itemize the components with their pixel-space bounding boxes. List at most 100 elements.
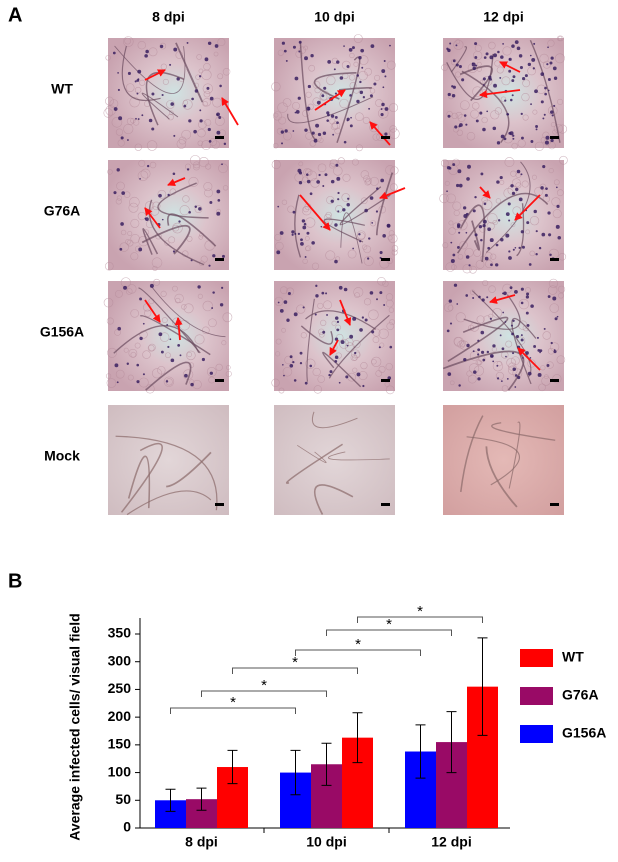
stain <box>330 114 335 118</box>
vein <box>126 490 212 516</box>
scale-bar <box>215 379 224 382</box>
stain <box>492 360 495 363</box>
stain <box>113 191 117 195</box>
x-tick-label: 10 dpi <box>306 834 346 850</box>
stain <box>281 41 285 45</box>
cell <box>374 74 381 81</box>
cell <box>339 98 349 109</box>
stain <box>553 76 558 80</box>
stain <box>543 113 546 116</box>
vein <box>529 39 561 143</box>
stain <box>311 241 315 245</box>
stain <box>508 250 511 253</box>
stain <box>511 79 515 83</box>
stain <box>389 44 391 47</box>
cell <box>529 250 536 257</box>
stain <box>160 350 164 354</box>
stain <box>333 68 336 71</box>
cell <box>472 50 483 61</box>
stain <box>120 222 124 226</box>
stain <box>279 231 284 235</box>
cell <box>378 108 389 119</box>
cell <box>105 55 111 61</box>
stain <box>447 372 452 376</box>
error-bar <box>415 724 426 779</box>
cell <box>389 319 396 325</box>
stain <box>335 163 339 167</box>
cell <box>148 343 156 352</box>
cell <box>203 182 213 192</box>
stain <box>456 225 461 229</box>
cell <box>278 387 285 394</box>
stain <box>173 134 176 137</box>
stain <box>337 198 340 201</box>
cell <box>130 118 136 124</box>
cell <box>124 37 131 45</box>
cell <box>128 202 139 213</box>
stain <box>364 318 368 322</box>
stain <box>158 332 163 337</box>
cell <box>213 51 219 57</box>
cell <box>196 54 202 60</box>
cell <box>274 233 282 241</box>
stain <box>508 69 512 73</box>
stain <box>346 344 349 347</box>
stain <box>482 224 486 228</box>
cell <box>446 193 456 204</box>
cell <box>378 328 389 339</box>
cell <box>360 170 370 179</box>
stain <box>522 357 524 359</box>
vein <box>306 298 315 382</box>
cell <box>495 198 501 204</box>
stain <box>320 225 323 228</box>
cell <box>475 359 482 366</box>
cell <box>107 169 113 175</box>
cell <box>125 83 135 92</box>
stain <box>489 78 492 81</box>
micrograph-image <box>274 160 395 270</box>
stain <box>214 44 219 48</box>
stain <box>493 83 497 88</box>
stain <box>352 247 355 250</box>
stain <box>514 290 518 294</box>
y-tick-label: 250 <box>108 680 132 696</box>
cell <box>137 170 149 182</box>
stain <box>446 165 451 170</box>
stain <box>376 298 378 301</box>
vein <box>456 192 549 254</box>
cell <box>140 168 151 179</box>
stain <box>380 108 383 110</box>
stain <box>277 205 280 208</box>
vein <box>459 204 486 262</box>
cell <box>492 360 504 372</box>
cell <box>552 209 562 219</box>
vein <box>508 421 521 489</box>
stain <box>496 364 499 367</box>
cell <box>449 380 455 386</box>
cell <box>127 374 134 381</box>
micrograph-image <box>274 405 395 515</box>
cell <box>119 242 129 252</box>
cell <box>163 376 175 387</box>
cell <box>272 111 283 121</box>
stain <box>518 197 523 202</box>
cell <box>388 233 398 244</box>
stain <box>497 219 501 222</box>
stain <box>557 236 561 240</box>
stain <box>387 376 392 380</box>
stain <box>550 110 554 114</box>
cell <box>389 103 398 113</box>
stain <box>136 380 140 384</box>
stain <box>221 286 224 289</box>
stain <box>383 60 386 62</box>
stain <box>362 384 365 388</box>
stain <box>286 318 290 322</box>
cell <box>281 199 288 205</box>
arrow <box>144 299 161 323</box>
stain <box>465 294 469 297</box>
stain <box>315 294 319 298</box>
stain <box>489 238 494 243</box>
cell <box>301 205 312 216</box>
x-tick-label: 12 dpi <box>431 834 471 850</box>
stain <box>553 349 556 351</box>
